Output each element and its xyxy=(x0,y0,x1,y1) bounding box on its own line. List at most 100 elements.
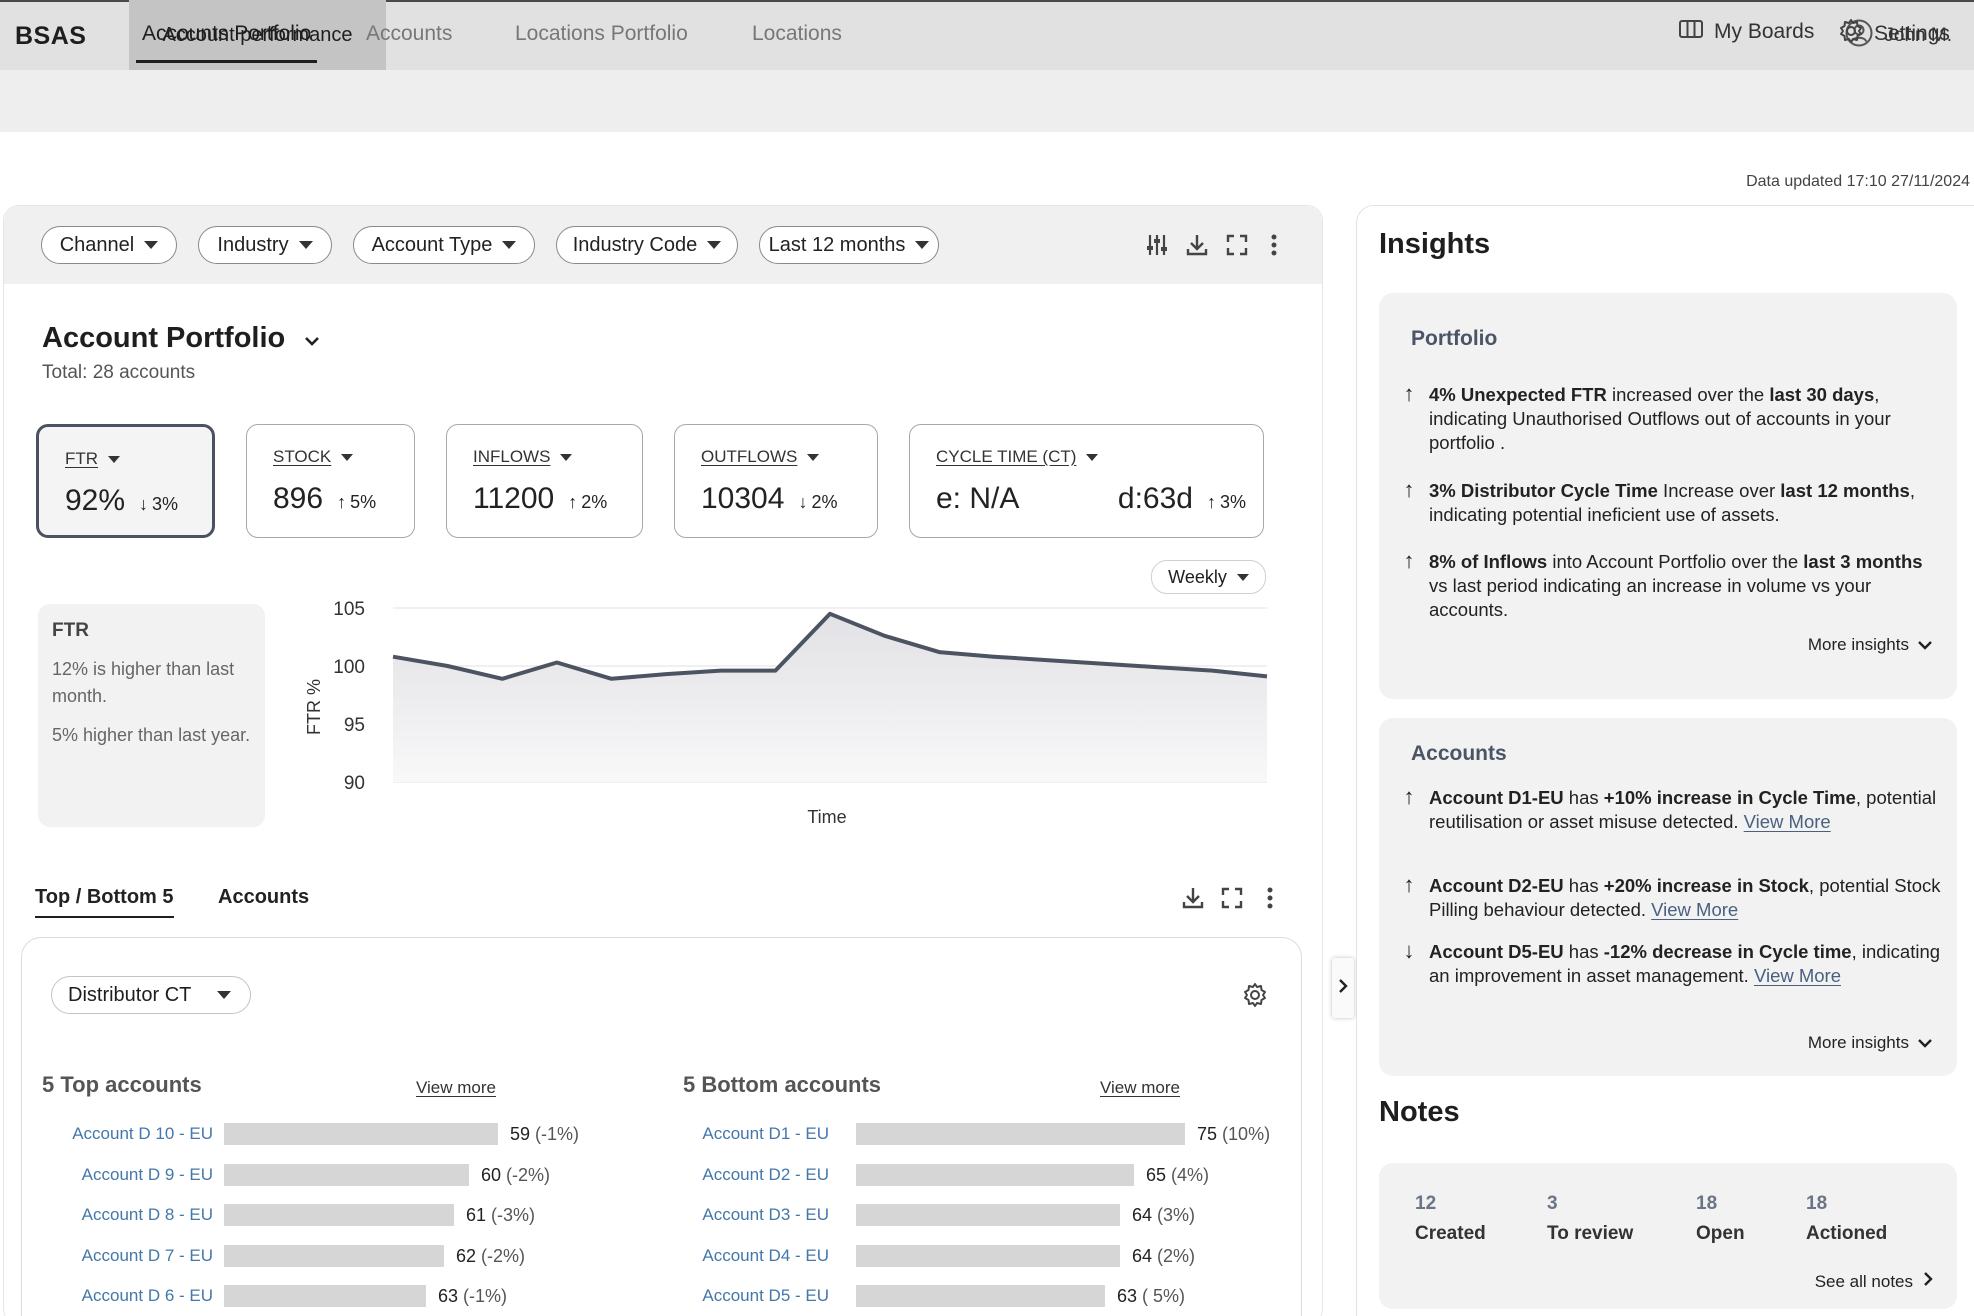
notes-to-review[interactable]: 3 To review xyxy=(1547,1193,1633,1245)
settings-link[interactable]: Settings xyxy=(1838,18,1950,50)
notes-created[interactable]: 12 Created xyxy=(1415,1193,1486,1245)
account-name-link[interactable]: Account D 10 - EU xyxy=(72,1124,213,1143)
account-value: 75 (10%) xyxy=(1197,1124,1270,1145)
account-bar xyxy=(856,1285,1105,1307)
view-more-link[interactable]: View More xyxy=(1753,965,1842,986)
account-name-link[interactable]: Account D 8 - EU xyxy=(81,1205,213,1224)
kpi-value: 896 xyxy=(273,482,324,515)
account-name-link[interactable]: Account D1 - EU xyxy=(702,1124,829,1143)
kpi-value: 10304 xyxy=(701,482,785,515)
download-icon[interactable] xyxy=(1184,230,1210,260)
kpi-inflows[interactable]: INFLOWS 11200 ↑ 2% xyxy=(446,424,643,538)
top-accounts-view-more[interactable]: View more xyxy=(416,1078,496,1097)
insight-bold: last 3 months xyxy=(1803,551,1923,572)
account-bar xyxy=(224,1204,454,1226)
kpi-outflows[interactable]: OUTFLOWS 10304 ↓ 2% xyxy=(674,424,878,538)
settings-label: Settings xyxy=(1874,22,1950,45)
ftr-summary-line-2: 5% higher than last year. xyxy=(52,725,251,745)
kpi-stock[interactable]: STOCK 896 ↑ 5% xyxy=(246,424,415,538)
accounts-insights-title: Accounts xyxy=(1411,742,1507,765)
see-all-notes-link[interactable]: See all notes xyxy=(1815,1271,1933,1292)
insight-bold: Account D5-EU xyxy=(1429,941,1564,962)
kpi-value: 92% xyxy=(65,484,126,517)
portfolio-title-text: Account Portfolio xyxy=(42,322,286,354)
notes-label: Created xyxy=(1415,1223,1486,1244)
more-options-icon[interactable] xyxy=(1262,230,1286,260)
notes-actioned[interactable]: 18 Actioned xyxy=(1806,1193,1887,1245)
tab-accounts-list[interactable]: Accounts xyxy=(218,886,310,908)
tab-top-bottom-5[interactable]: Top / Bottom 5 xyxy=(35,886,174,918)
gear-icon[interactable] xyxy=(1240,980,1270,1010)
notes-count: 18 xyxy=(1696,1193,1718,1214)
view-more-link[interactable]: View More xyxy=(1743,811,1831,832)
account-value: 63 ( 5%) xyxy=(1117,1286,1185,1307)
account-name-link[interactable]: Account D3 - EU xyxy=(702,1205,829,1224)
notes-open[interactable]: 18 Open xyxy=(1696,1193,1745,1245)
view-more-link[interactable]: View More xyxy=(1651,899,1739,920)
tab-locations[interactable]: Locations xyxy=(752,22,842,45)
account-value-number: 61 xyxy=(466,1205,487,1225)
insight-item: ↑ 3% Distributor Cycle Time Increase ove… xyxy=(1397,479,1942,527)
my-boards-label: My Boards xyxy=(1714,20,1815,43)
accounts-more-insights[interactable]: More insights xyxy=(1808,1033,1933,1053)
chevron-down-icon xyxy=(915,241,930,249)
filter-date-range-label: Last 12 months xyxy=(768,233,906,256)
insight-bold: 3% Distributor Cycle Time xyxy=(1429,480,1658,501)
expand-icon[interactable] xyxy=(1224,230,1250,260)
notes-count: 12 xyxy=(1415,1193,1437,1214)
portfolio-total: Total: 28 accounts xyxy=(42,362,196,383)
download-icon[interactable] xyxy=(1180,884,1206,912)
account-name-link[interactable]: Account D4 - EU xyxy=(702,1245,829,1265)
portfolio-more-insights[interactable]: More insights xyxy=(1808,635,1933,655)
user-menu[interactable]: John M. xyxy=(1844,18,1952,54)
expand-icon[interactable] xyxy=(1219,884,1245,912)
account-value-number: 62 xyxy=(456,1245,477,1266)
account-name-link[interactable]: Account D 9 - EU xyxy=(81,1164,213,1184)
bottom-accounts-view-more[interactable]: View more xyxy=(1100,1078,1180,1097)
metric-select[interactable]: Distributor CT xyxy=(51,976,251,1014)
account-bar xyxy=(224,1244,444,1267)
notes-count: 3 xyxy=(1547,1193,1558,1214)
kpi-ftr[interactable]: FTR 92% ↓ 3% xyxy=(36,424,215,538)
kpi-label: OUTFLOWS xyxy=(701,447,820,467)
account-name-link[interactable]: Account D5 - EU xyxy=(702,1286,829,1305)
insight-text: , indicating potential ineficient use of… xyxy=(1429,480,1915,525)
arrow-up-icon: ↑ xyxy=(1403,872,1415,897)
my-boards-link[interactable]: My Boards xyxy=(1678,18,1814,46)
kpi-label-text: INFLOWS xyxy=(473,447,551,466)
filter-industry-code-label: Industry Code xyxy=(572,233,698,256)
account-value: 61 (-3%) xyxy=(466,1205,535,1226)
filter-industry-code[interactable]: Industry Code xyxy=(556,226,738,264)
collapse-panel-handle[interactable] xyxy=(1332,958,1354,1018)
data-updated-timestamp: Data updated 17:10 27/11/2024 xyxy=(1746,173,1970,190)
filter-channel[interactable]: Channel xyxy=(41,226,177,264)
filter-account-type[interactable]: Account Type xyxy=(353,226,535,264)
kpi-delta-text: 3% xyxy=(152,494,179,514)
more-options-icon[interactable] xyxy=(1258,884,1282,912)
tab-locations-portfolio[interactable]: Locations Portfolio xyxy=(515,22,688,45)
portfolio-title[interactable]: Account Portfolio xyxy=(42,322,321,355)
account-value: 60 (-2%) xyxy=(481,1165,550,1186)
filter-date-range[interactable]: Last 12 months xyxy=(759,226,939,264)
insight-text: vs last period indicating an increase in… xyxy=(1429,575,1872,620)
chevron-right-icon xyxy=(1923,1271,1933,1292)
account-value: 62 (-2%) xyxy=(456,1246,525,1267)
filter-industry[interactable]: Industry xyxy=(198,226,332,264)
tab-accounts-portfolio[interactable]: Accounts Portfolio xyxy=(135,22,318,63)
account-value-change: (2%) xyxy=(1157,1245,1196,1266)
account-name-link[interactable]: Account D 6 - EU xyxy=(81,1286,213,1305)
portfolio-insights-card: Portfolio ↑ 4% Unexpected FTR increased … xyxy=(1379,293,1957,699)
kpi-cycle-time[interactable]: CYCLE TIME (CT) e: N/A d:63d ↑ 3% xyxy=(909,424,1264,538)
account-value: 63 (-1%) xyxy=(438,1286,507,1307)
tab-accounts[interactable]: Accounts xyxy=(366,22,453,45)
app-tab-account-performance[interactable]: Account performance xyxy=(129,0,386,70)
granularity-select[interactable]: Weekly xyxy=(1151,560,1266,594)
account-name-link[interactable]: Account D2 - EU xyxy=(702,1164,829,1184)
brand-logo[interactable]: BSAS xyxy=(15,22,87,50)
insight-item: ↑ Account D2-EU has +20% increase in Sto… xyxy=(1397,874,1942,922)
chevron-down-icon xyxy=(1917,1033,1933,1053)
adjust-filters-icon[interactable] xyxy=(1144,230,1170,260)
insight-text: , potential Stock Pilling behaviour dete… xyxy=(1429,875,1941,920)
account-name-link[interactable]: Account D 7 - EU xyxy=(81,1245,213,1265)
chevron-down-icon xyxy=(144,241,159,249)
